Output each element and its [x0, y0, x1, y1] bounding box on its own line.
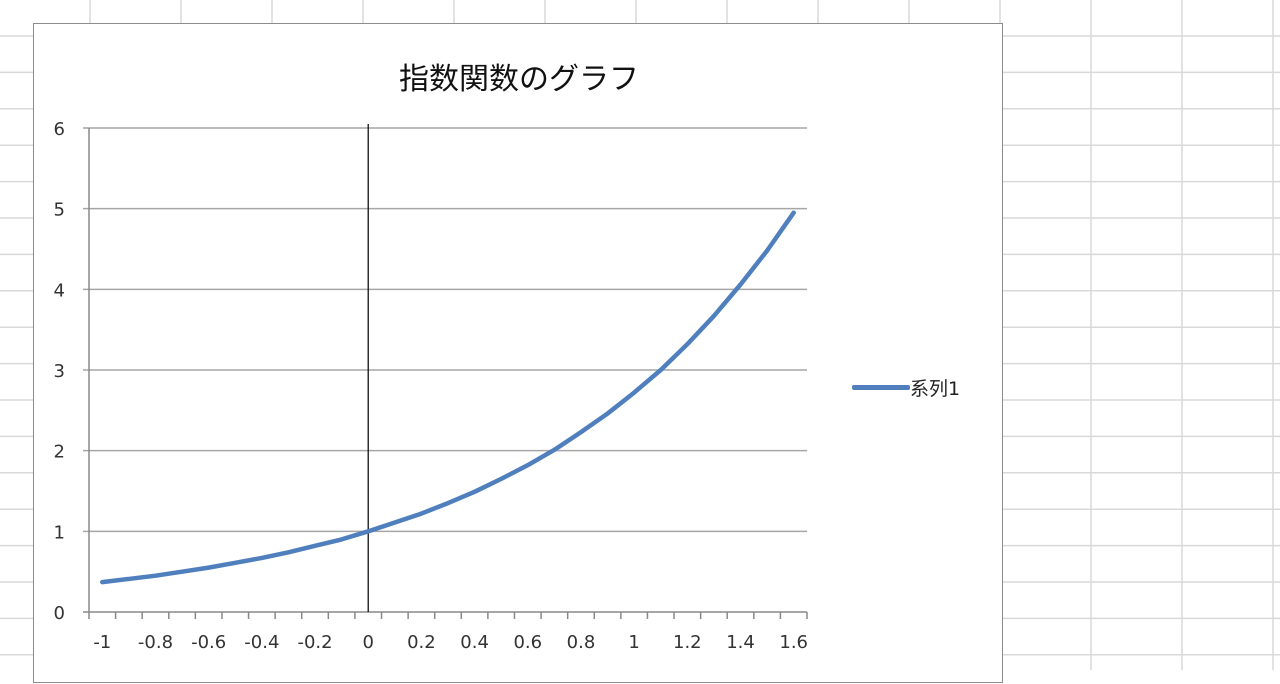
- x-tick-label: -0.6: [191, 632, 226, 653]
- x-tick-label: 0.4: [460, 632, 489, 653]
- x-tick-label: 0.6: [513, 632, 542, 653]
- legend: 系列1: [852, 374, 960, 401]
- x-tick-label: 1.4: [726, 632, 755, 653]
- y-tick-label: 6: [54, 119, 65, 140]
- y-tick-label: 5: [54, 200, 65, 221]
- x-tick-label: 0.2: [407, 632, 436, 653]
- x-tick-label: -0.8: [138, 632, 173, 653]
- y-tick-label: 4: [54, 280, 65, 301]
- x-tick-label: 1.6: [779, 632, 808, 653]
- y-tick-label: 2: [54, 442, 65, 463]
- x-tick-label: 1.2: [673, 632, 702, 653]
- y-tick-label: 1: [54, 522, 65, 543]
- series-line: [102, 213, 793, 582]
- y-tick-label: 3: [54, 361, 65, 382]
- x-tick-label: 1: [628, 632, 639, 653]
- x-tick-label: 0.8: [567, 632, 596, 653]
- legend-label: 系列1: [910, 374, 960, 401]
- x-tick-label: -0.4: [244, 632, 279, 653]
- x-tick-label: 0: [362, 632, 373, 653]
- plot-area: 0 1 2 3 4 5 6 -1 -0.8 -0.6 -0.4 -0.2 0 0.2 0.4 0.6 0.8 1 1…: [34, 24, 1004, 684]
- x-tick-label: -0.2: [297, 632, 332, 653]
- legend-swatch: [852, 385, 910, 390]
- x-tick-label: -1: [93, 632, 111, 653]
- y-tick-label: 0: [54, 603, 65, 624]
